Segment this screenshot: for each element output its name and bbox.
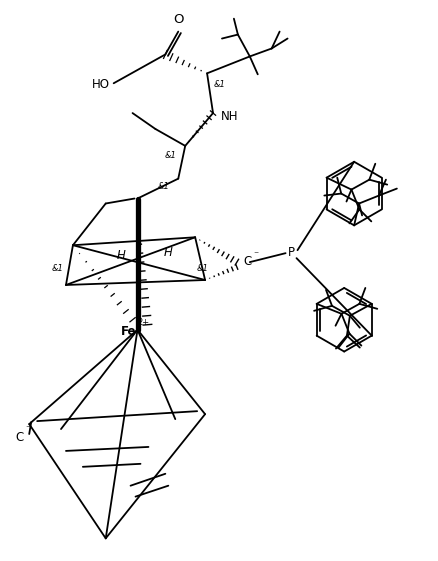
Text: O: O bbox=[173, 13, 184, 26]
Text: Fe: Fe bbox=[121, 325, 136, 338]
Text: ⁻: ⁻ bbox=[253, 250, 258, 260]
Text: &1: &1 bbox=[196, 264, 208, 273]
Text: &1: &1 bbox=[157, 182, 170, 191]
Text: H: H bbox=[116, 249, 125, 261]
Text: HO: HO bbox=[92, 78, 110, 91]
Text: C: C bbox=[244, 255, 252, 268]
Text: &1: &1 bbox=[214, 80, 226, 89]
Text: NH: NH bbox=[221, 109, 239, 122]
Text: C: C bbox=[15, 430, 23, 444]
Text: P: P bbox=[288, 246, 295, 259]
Text: &1: &1 bbox=[52, 264, 64, 273]
Text: ⁻: ⁻ bbox=[26, 424, 31, 434]
Text: H: H bbox=[164, 246, 173, 259]
Text: 2+: 2+ bbox=[138, 318, 149, 327]
Text: &1: &1 bbox=[164, 151, 176, 160]
